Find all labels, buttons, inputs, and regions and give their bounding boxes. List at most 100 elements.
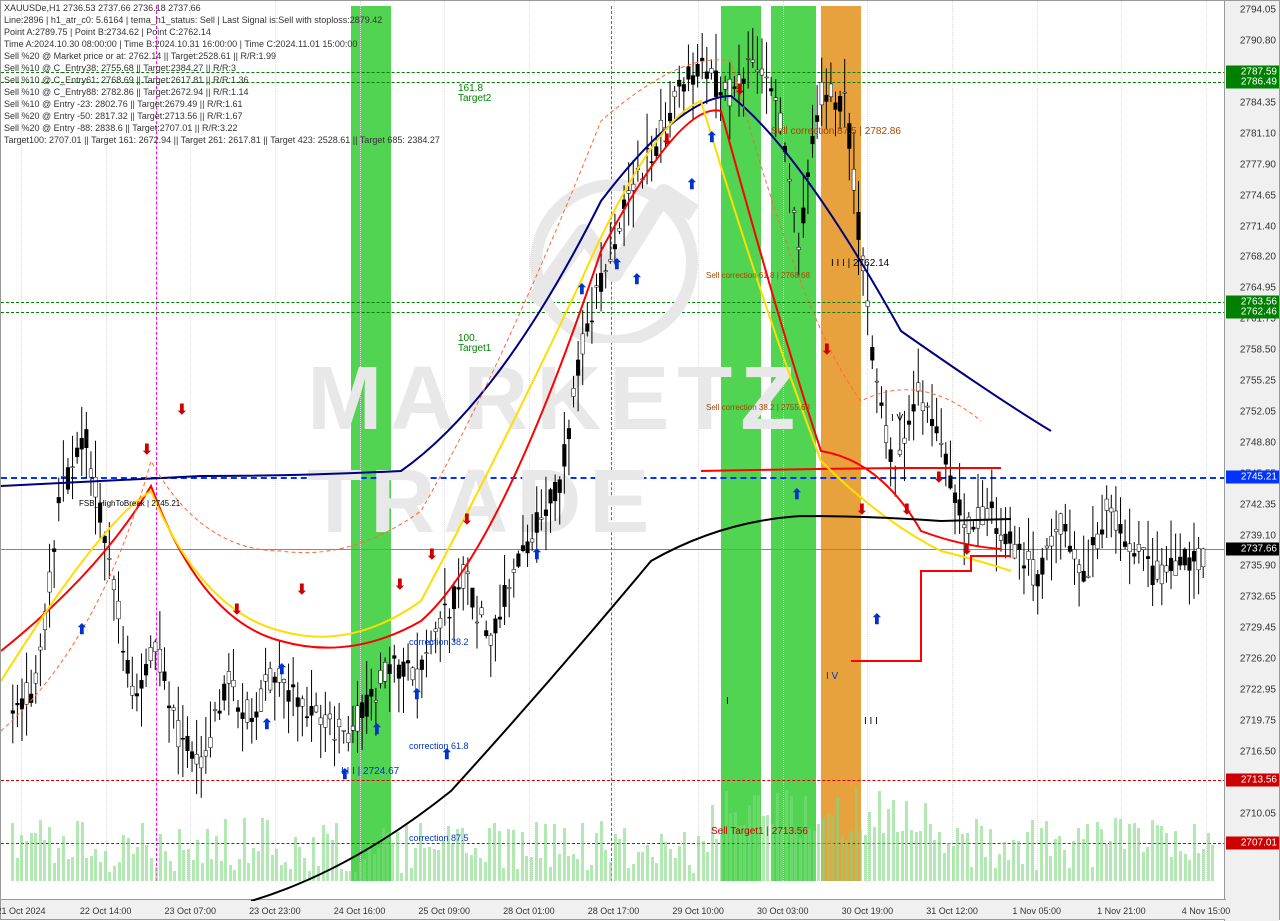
volume-bar	[535, 822, 538, 881]
volume-bar	[308, 871, 311, 881]
price-label: 2786.49	[1226, 76, 1279, 89]
chart-annotation: I	[726, 696, 729, 707]
volume-bar	[1040, 828, 1043, 881]
x-tick-label: 24 Oct 16:00	[334, 906, 386, 916]
volume-bar	[864, 835, 867, 881]
volume-bar	[118, 862, 121, 881]
y-tick-label: 2781.10	[1240, 128, 1276, 139]
volume-bar	[1184, 854, 1187, 881]
volume-bar	[947, 843, 950, 881]
volume-bar	[1035, 870, 1038, 881]
volume-bar	[873, 827, 876, 881]
volume-bar	[428, 847, 431, 881]
chart-annotation: FSB_HighToBreak | 2745.21	[79, 499, 180, 508]
volume-bar	[368, 846, 371, 881]
sell-arrow-icon: ⬇	[426, 546, 438, 563]
volume-bar	[984, 857, 987, 881]
volume-bar	[1211, 845, 1214, 881]
volume-bar	[266, 820, 269, 881]
y-tick-label: 2784.35	[1240, 97, 1276, 108]
volume-bar	[280, 865, 283, 881]
volume-bar	[563, 828, 566, 881]
volume-bar	[303, 858, 306, 881]
volume-bar	[182, 850, 185, 881]
y-tick-label: 2739.10	[1240, 530, 1276, 541]
volume-bar	[646, 845, 649, 881]
volume-bar	[827, 813, 830, 881]
chart-title: XAUUSDe,H1 2736.53 2737.66 2736.18 2737.…	[4, 3, 201, 13]
chart-plot-area[interactable]: MARKETZ TRADE ⬆⬆⬆⬆⬆⬆⬆⬆⬆⬆⬆⬆⬆⬆⬆⬇⬇⬇⬇⬇⬇⬇⬇⬇⬇⬇…	[1, 1, 1226, 901]
info-line: Sell %10 @ C_Entry88: 2782.86 || Target:…	[4, 87, 248, 97]
volume-bar	[220, 861, 223, 881]
volume-bar	[956, 828, 959, 881]
chart-annotation: Sell correction 87.5 | 2782.86	[771, 126, 901, 137]
chart-annotation: I I I | 2724.67	[341, 766, 399, 777]
chart-annotation: Sell Target1 | 2713.56	[711, 826, 808, 837]
volume-bar	[284, 862, 287, 881]
y-tick-label: 2726.20	[1240, 654, 1276, 665]
volume-bar	[882, 833, 885, 881]
volume-bar	[261, 818, 264, 881]
sell-arrow-icon: ⬇	[821, 341, 833, 358]
volume-bar	[363, 859, 366, 881]
volume-bar	[224, 819, 227, 881]
volume-bar	[980, 826, 983, 881]
buy-arrow-icon: ⬆	[371, 721, 383, 738]
volume-bar	[94, 849, 97, 881]
volume-bar	[20, 835, 23, 881]
sell-arrow-icon: ⬇	[296, 581, 308, 598]
volume-bar	[702, 841, 705, 881]
volume-bar	[1133, 823, 1136, 881]
chart-annotation: I I I	[864, 716, 878, 727]
volume-bar	[1119, 819, 1122, 881]
volume-bar	[238, 859, 241, 881]
volume-bar	[298, 847, 301, 881]
volume-bar	[660, 834, 663, 881]
info-line: Time A:2024.10.30 08:00:00 | Time B:2024…	[4, 39, 357, 49]
y-tick-label: 2742.35	[1240, 499, 1276, 510]
volume-bar	[34, 833, 37, 881]
chart-annotation: correction 87.5	[409, 833, 469, 843]
volume-bar	[1142, 852, 1145, 881]
volume-bar	[1086, 824, 1089, 881]
volume-bar	[178, 829, 181, 881]
volume-bar	[910, 830, 913, 881]
chart-annotation: correction 38.2	[409, 637, 469, 647]
buy-arrow-icon: ⬆	[531, 546, 543, 563]
volume-bar	[67, 859, 70, 881]
volume-bar	[405, 825, 408, 881]
volume-bar	[1105, 844, 1108, 881]
volume-bar	[961, 834, 964, 881]
horizontal-level	[1, 780, 1226, 781]
volume-bar	[901, 831, 904, 881]
volume-bar	[187, 849, 190, 881]
y-tick-label: 2794.05	[1240, 5, 1276, 16]
volume-bar	[386, 833, 389, 881]
volume-bar	[474, 848, 477, 881]
volume-bar	[845, 841, 848, 881]
grid-line	[1121, 1, 1122, 881]
x-tick-label: 23 Oct 23:00	[249, 906, 301, 916]
volume-bar	[275, 849, 278, 881]
volume-bar	[1174, 831, 1177, 881]
volume-bar	[30, 833, 33, 881]
x-tick-label: 4 Nov 15:00	[1182, 906, 1231, 916]
sell-arrow-icon: ⬇	[394, 576, 406, 593]
volume-bar	[604, 850, 607, 881]
buy-arrow-icon: ⬆	[76, 621, 88, 638]
grid-line	[275, 1, 276, 881]
y-tick-label: 2755.25	[1240, 376, 1276, 387]
volume-bar	[493, 823, 496, 881]
y-tick-label: 2768.20	[1240, 252, 1276, 263]
watermark-text: MARKETZ TRADE	[307, 348, 920, 554]
volume-bar	[729, 813, 732, 881]
volume-bar	[57, 848, 60, 881]
chart-annotation: Sell correction 61.8 | 2768.68	[706, 271, 810, 280]
volume-bar	[488, 828, 491, 881]
volume-bar	[609, 862, 612, 881]
volume-bar	[1170, 857, 1173, 881]
volume-bar	[215, 836, 218, 881]
price-label: 2707.01	[1226, 836, 1279, 849]
volume-bar	[354, 872, 357, 881]
grid-line	[21, 1, 22, 881]
